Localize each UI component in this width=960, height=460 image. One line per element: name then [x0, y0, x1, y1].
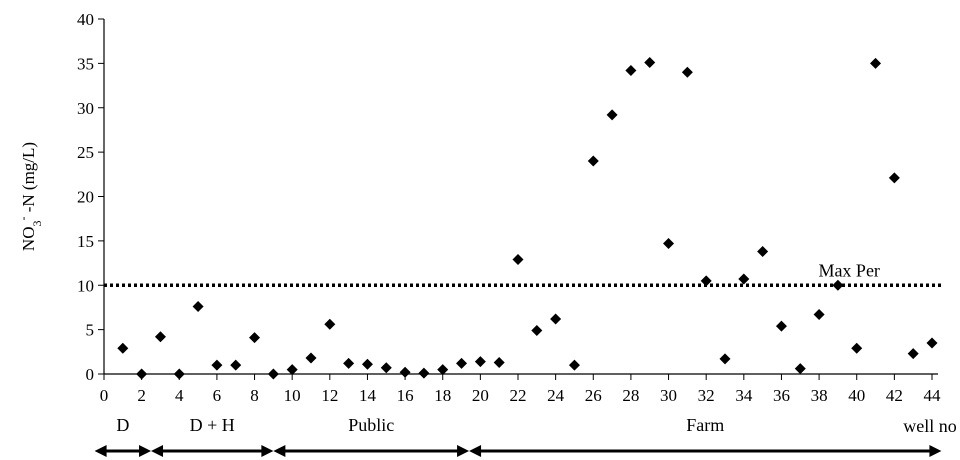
data-point [757, 246, 769, 258]
x-tick-label: 24 [547, 386, 565, 405]
group-label: D + H [190, 415, 235, 435]
data-point [286, 364, 298, 376]
data-point [644, 56, 656, 68]
x-tick-label: 10 [284, 386, 301, 405]
x-tick-label: 22 [510, 386, 527, 405]
axes [103, 19, 938, 375]
y-axis-ticks: 0 5 10 15 20 25 30 35 40 [77, 10, 104, 384]
x-tick-label: 42 [886, 386, 903, 405]
data-point [531, 325, 543, 337]
data-point [851, 342, 863, 354]
data-point [456, 357, 468, 369]
group-arrow-head-left [469, 445, 482, 457]
data-point [512, 254, 524, 266]
data-point [625, 64, 637, 76]
reference-line-label: Max Per [818, 260, 880, 280]
x-tick-label: 0 [100, 386, 109, 405]
group-arrow-head-right [929, 445, 942, 457]
data-point [775, 320, 787, 332]
group-arrow-head-right [139, 445, 152, 457]
x-tick-label: 30 [660, 386, 677, 405]
x-tick-label: 20 [472, 386, 489, 405]
data-point [211, 359, 223, 371]
data-point [587, 155, 599, 167]
data-point [267, 368, 279, 380]
x-tick-label: 4 [175, 386, 184, 405]
group-label: Public [348, 415, 394, 435]
y-tick-label: 30 [77, 99, 94, 118]
data-point [663, 238, 675, 250]
data-point [493, 356, 505, 368]
group-arrow-head-left [151, 445, 164, 457]
x-tick-label: 6 [213, 386, 222, 405]
y-axis-label: NO3- -N (mg/L) [16, 142, 44, 251]
x-tick-label: 32 [698, 386, 715, 405]
data-point [380, 362, 392, 374]
max-permissible-line: Max Per [104, 260, 942, 287]
data-point [832, 279, 844, 291]
data-points [117, 56, 938, 380]
y-tick-label: 15 [77, 232, 94, 251]
x-tick-label: 38 [811, 386, 828, 405]
data-point [719, 353, 731, 365]
x-axis-ticks: 0 2 4 6 8 10 12 14 16 18 20 22 24 26 28 30 32 34 36 38 40 42 4… [100, 374, 941, 405]
data-point [305, 352, 317, 364]
data-point [230, 359, 242, 371]
x-tick-label: 18 [434, 386, 451, 405]
data-point [117, 342, 129, 354]
data-point [136, 368, 148, 380]
group-label: D [116, 415, 129, 435]
y-tick-label: 20 [77, 188, 94, 207]
data-point [324, 318, 336, 330]
well-groups: D D + H Public Farm well no [94, 415, 957, 457]
group-arrow-head-left [273, 445, 286, 457]
x-tick-label: 34 [735, 386, 753, 405]
data-point [361, 358, 373, 370]
data-point [700, 275, 712, 287]
y-axis-title: NO3- -N (mg/L) [16, 142, 44, 251]
x-tick-label: 16 [397, 386, 414, 405]
data-point [870, 57, 882, 69]
data-point [794, 363, 806, 375]
x-tick-label: 26 [585, 386, 602, 405]
data-point [192, 301, 204, 313]
group-arrow-head-left [94, 445, 107, 457]
data-point [474, 356, 486, 368]
data-point [681, 66, 693, 78]
data-point [154, 331, 166, 343]
data-point [550, 313, 562, 325]
data-point [926, 337, 938, 349]
x-tick-label: 44 [924, 386, 942, 405]
data-point [418, 367, 430, 379]
group-arrow-head-right [457, 445, 470, 457]
x-tick-label: 28 [622, 386, 639, 405]
data-point [437, 364, 449, 376]
x-tick-label: 14 [359, 386, 377, 405]
y-tick-label: 40 [77, 10, 94, 29]
y-tick-label: 10 [77, 276, 94, 295]
y-tick-label: 35 [77, 54, 94, 73]
x-tick-label: 2 [137, 386, 146, 405]
group-label: Farm [686, 415, 724, 435]
data-point [738, 273, 750, 285]
x-tick-label: 12 [321, 386, 338, 405]
x-tick-label: 36 [773, 386, 790, 405]
x-axis-end-label: well no [903, 416, 957, 436]
data-point [813, 309, 825, 321]
data-point [173, 368, 185, 380]
data-point [399, 366, 411, 378]
data-point [888, 172, 900, 184]
x-tick-label: 40 [848, 386, 865, 405]
data-point [343, 357, 355, 369]
data-point [606, 109, 618, 121]
group-arrow-head-right [261, 445, 274, 457]
data-point [249, 332, 261, 344]
data-point [907, 348, 919, 360]
y-tick-label: 25 [77, 143, 94, 162]
y-tick-label: 5 [86, 321, 95, 340]
y-tick-label: 0 [86, 365, 95, 384]
data-point [568, 359, 580, 371]
x-tick-label: 8 [250, 386, 259, 405]
